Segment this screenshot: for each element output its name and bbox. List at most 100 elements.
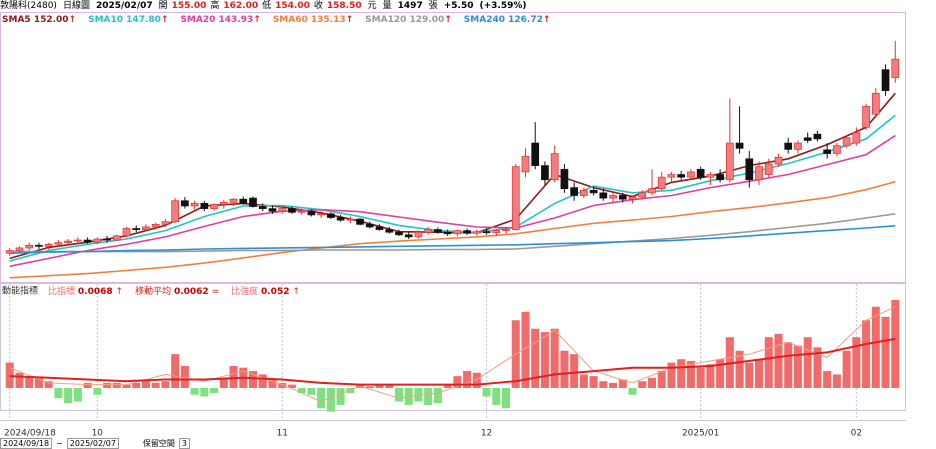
bar xyxy=(375,384,384,388)
bar xyxy=(278,382,287,388)
bar xyxy=(151,382,160,388)
candle-body xyxy=(5,250,14,254)
bar xyxy=(696,367,705,388)
line xyxy=(9,225,896,254)
bar xyxy=(862,320,871,388)
legend-entry: SMA240 126.72↑ xyxy=(464,15,551,25)
end-date[interactable]: 2025/02/07 xyxy=(66,438,119,449)
bar xyxy=(326,387,335,412)
candle-body xyxy=(570,187,578,196)
candle-body xyxy=(852,132,861,144)
line xyxy=(9,337,896,386)
candle-body xyxy=(268,208,277,212)
candle-body xyxy=(35,244,43,247)
candle-body xyxy=(112,235,121,241)
candle-body xyxy=(181,200,189,207)
legend-entry: SMA5 152.00↑ xyxy=(2,15,76,25)
line xyxy=(9,213,896,253)
legend-value: 0.052 xyxy=(261,287,289,297)
bar xyxy=(823,371,832,388)
bar xyxy=(852,337,861,388)
bar xyxy=(647,377,656,388)
bar xyxy=(755,359,764,388)
bar xyxy=(200,387,209,397)
change: +5.50 xyxy=(443,1,474,11)
candle-body xyxy=(229,198,238,203)
candle-body xyxy=(696,168,705,178)
bar xyxy=(414,387,423,402)
legend-trend: ↑ xyxy=(444,15,452,25)
candle-body xyxy=(823,149,832,154)
candle-body xyxy=(735,142,744,149)
bar xyxy=(764,337,773,388)
candle-body xyxy=(356,218,364,225)
bar xyxy=(122,384,131,388)
bar xyxy=(34,377,43,388)
candle-body xyxy=(842,137,851,147)
candle-body xyxy=(73,239,82,242)
candle-body xyxy=(122,228,131,237)
bar xyxy=(443,384,452,388)
bar xyxy=(219,377,228,388)
bar xyxy=(180,365,189,388)
candle-body xyxy=(745,158,754,181)
bar xyxy=(560,350,569,388)
candle-body xyxy=(667,174,676,178)
space-label: 保留空間 xyxy=(142,439,175,448)
start-date[interactable]: 2024/09/18 xyxy=(0,438,53,449)
bar xyxy=(44,381,53,388)
bar xyxy=(287,384,296,388)
bar xyxy=(638,381,647,388)
candle-body xyxy=(103,238,111,241)
legend-value: 129.00 xyxy=(410,15,445,25)
bar xyxy=(297,387,306,394)
bar xyxy=(112,382,121,388)
candle-body xyxy=(424,229,433,233)
bar xyxy=(249,371,258,388)
price-value: 155.00 xyxy=(171,1,207,11)
legend-trend: ↑ xyxy=(346,15,354,25)
indicator-panel xyxy=(0,283,906,411)
line xyxy=(9,180,896,279)
candle-body xyxy=(511,166,520,230)
bar xyxy=(307,387,316,395)
space-input[interactable]: 3 xyxy=(178,438,191,449)
candle-body xyxy=(589,189,598,194)
bar xyxy=(842,350,851,388)
bar xyxy=(502,387,511,409)
legend-entry: 比指標 0.0068 ↑ xyxy=(48,285,123,297)
price-items: 開 155.00 高 162.00 低 154.00 收 158.50 xyxy=(159,0,362,12)
candle-body xyxy=(881,69,890,91)
bar xyxy=(453,376,462,388)
bar xyxy=(171,354,180,388)
bar xyxy=(579,374,588,388)
legend-entry: SMA120 129.00↑ xyxy=(365,15,452,25)
legend-name: 移動平均 xyxy=(135,285,171,297)
legend-name: SMA240 xyxy=(464,15,505,25)
candle-body xyxy=(210,204,218,209)
bar xyxy=(210,387,219,394)
bar xyxy=(813,347,822,388)
candle-body xyxy=(258,206,267,209)
bar xyxy=(677,359,686,388)
candle-body xyxy=(502,229,510,231)
candle-body xyxy=(531,142,540,166)
x-tick-label: 10 xyxy=(92,429,104,439)
candle-body xyxy=(463,230,471,234)
candle-body xyxy=(628,196,637,200)
candle-body xyxy=(774,156,783,165)
bar xyxy=(385,384,394,388)
legend-value: 143.93 xyxy=(219,15,254,25)
candle-body xyxy=(288,208,296,213)
bar xyxy=(667,362,676,388)
bar xyxy=(891,299,900,388)
bar xyxy=(735,350,744,388)
candle-body xyxy=(365,223,374,228)
bar xyxy=(706,364,715,388)
candle-body xyxy=(541,165,549,181)
candle-body xyxy=(297,210,306,213)
candle-body xyxy=(618,195,627,200)
bar xyxy=(589,376,598,388)
volume: 1497 xyxy=(397,1,423,11)
legend-trend: = xyxy=(212,287,220,297)
